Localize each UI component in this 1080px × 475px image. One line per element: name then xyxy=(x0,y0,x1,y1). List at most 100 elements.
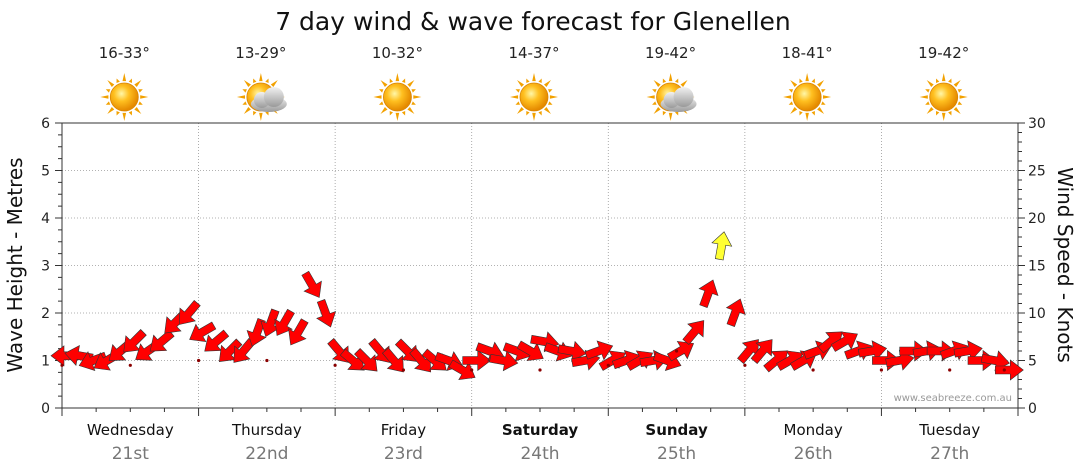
sun-disc xyxy=(109,82,139,112)
sun-disc xyxy=(383,82,412,112)
sun-ray xyxy=(128,78,132,83)
x-date-label: 24th xyxy=(520,444,559,464)
wind-arrow xyxy=(274,308,295,336)
sun-ray xyxy=(936,111,940,116)
sun-ray xyxy=(407,107,415,114)
wind-arrow xyxy=(218,338,243,362)
wind-arrow xyxy=(233,338,256,363)
chart-title: 7 day wind & wave forecast for Glenellen xyxy=(275,7,791,36)
sun-ray xyxy=(532,112,536,121)
day-temp-range: 19-42° xyxy=(645,44,696,62)
sun-ray xyxy=(515,101,520,105)
sun-ray xyxy=(790,80,798,87)
wind-arrow xyxy=(354,348,378,372)
day-temp-range: 14-37° xyxy=(508,44,559,62)
sun-ray xyxy=(265,78,269,83)
wave-point xyxy=(60,363,64,367)
wind-arrow xyxy=(260,308,281,338)
sun-ray xyxy=(948,78,952,83)
sun-ray xyxy=(116,111,120,116)
sun-icon xyxy=(510,73,558,121)
wind-arrow xyxy=(711,231,733,261)
sun-ray xyxy=(105,101,111,105)
sun-ray xyxy=(395,112,400,121)
wave-point xyxy=(197,358,201,363)
wave-point xyxy=(811,368,815,372)
wind-arrow xyxy=(448,359,476,381)
sun-ray xyxy=(936,78,940,83)
cloud-part xyxy=(673,87,694,107)
sun-ray xyxy=(799,78,803,83)
sun-ray xyxy=(646,95,655,99)
sun-ray xyxy=(926,80,934,87)
x-date-label: 25th xyxy=(657,444,696,464)
sun-ray xyxy=(548,101,553,105)
sun-ray xyxy=(140,95,149,99)
wind-arrow xyxy=(123,329,147,353)
sun-ray xyxy=(259,112,263,121)
sun-ray xyxy=(122,112,127,121)
sun-cloud-icon xyxy=(646,73,697,121)
sun-ray xyxy=(401,78,406,83)
sun-ray xyxy=(799,111,803,116)
sun-ray xyxy=(926,107,934,114)
wind-arrow xyxy=(381,347,404,373)
gridlines xyxy=(62,123,1018,408)
sun-ray xyxy=(107,107,115,114)
sun-ray xyxy=(653,107,661,114)
wind-arrow xyxy=(830,331,858,352)
sun-ray xyxy=(526,111,530,116)
sun-ray xyxy=(265,111,269,116)
x-day-label: Thursday xyxy=(231,421,302,439)
sun-ray xyxy=(549,95,558,99)
y-left-tick-label: 4 xyxy=(41,211,50,227)
sun-ray xyxy=(925,101,930,105)
wave-point xyxy=(401,368,405,372)
y-right-tick-label: 5 xyxy=(1028,354,1037,370)
wind-arrow xyxy=(316,299,337,328)
wind-arrow xyxy=(288,318,309,346)
wave-point xyxy=(128,363,132,367)
sun-ray xyxy=(515,89,520,93)
wind-arrow xyxy=(994,359,1024,381)
sun-ray xyxy=(243,107,251,114)
sun-ray xyxy=(668,112,673,121)
wind-arrow xyxy=(246,318,267,347)
sun-ray xyxy=(107,80,115,87)
sun-ray xyxy=(817,107,825,114)
sun-ray xyxy=(243,80,251,87)
wind-arrow xyxy=(698,279,719,308)
wave-point xyxy=(333,363,337,367)
x-day-label: Sunday xyxy=(645,421,708,439)
sun-ray xyxy=(395,73,400,82)
sun-ray xyxy=(510,95,519,99)
y-left-tick-label: 3 xyxy=(41,259,50,275)
sun-ray xyxy=(957,89,963,93)
wind-arrow xyxy=(516,340,544,362)
sun-ray xyxy=(122,73,127,82)
sun-ray xyxy=(236,95,245,99)
sun-ray xyxy=(680,80,688,87)
wind-arrow xyxy=(368,338,391,363)
y-left-tick-label: 0 xyxy=(41,401,50,417)
sun-ray xyxy=(675,78,679,83)
x-date-label: 22nd xyxy=(245,444,288,464)
sun-ray xyxy=(538,111,542,116)
y-axis-left-label: Wave Height - Metres xyxy=(3,157,27,372)
sun-ray xyxy=(134,107,142,114)
sun-ray xyxy=(411,101,416,105)
sun-ray xyxy=(128,111,132,116)
wind-arrow xyxy=(750,339,773,364)
sun-ray xyxy=(821,89,826,93)
sun-ray xyxy=(662,78,667,83)
sun-ray xyxy=(105,89,111,93)
wind-arrow xyxy=(204,329,230,352)
sun-ray xyxy=(805,112,809,121)
sun-disc xyxy=(929,82,959,112)
sun-ray xyxy=(380,80,388,87)
day-temp-range: 13-29° xyxy=(235,44,286,62)
wind-arrows xyxy=(50,231,1024,381)
sun-ray xyxy=(941,112,946,121)
